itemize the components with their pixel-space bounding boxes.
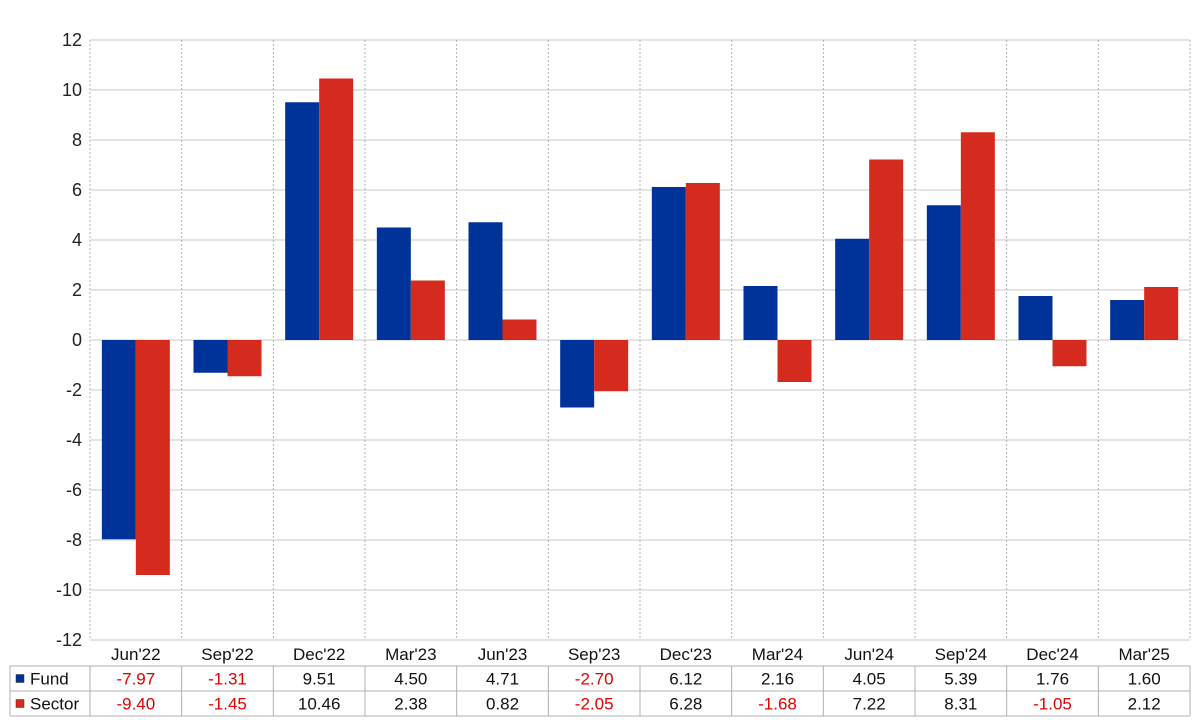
- y-tick-label: 4: [72, 230, 82, 250]
- bar-fund: [560, 340, 595, 408]
- table-cell: -2.70: [575, 670, 614, 689]
- y-tick-label: 8: [72, 130, 82, 150]
- y-tick-label: -10: [56, 580, 82, 600]
- bar-sector: [410, 280, 445, 340]
- x-axis-labels: Jun'22 Sep'22 Dec'22 Mar'23 Jun'23 Sep'23 Dec'…: [111, 645, 1170, 664]
- table-cell: 4.05: [853, 670, 886, 689]
- y-tick-label: 10: [62, 80, 82, 100]
- x-tick-label: Dec'22: [293, 645, 345, 664]
- y-tick-label: -6: [66, 480, 82, 500]
- bar-sector: [869, 159, 904, 340]
- bar-sector: [777, 340, 812, 382]
- table-cell: 10.46: [298, 695, 341, 714]
- bar-fund: [285, 102, 320, 340]
- x-tick-label: Sep'24: [935, 645, 987, 664]
- bar-fund: [468, 222, 503, 340]
- table-cell: 4.50: [394, 670, 427, 689]
- x-tick-label: Mar'23: [385, 645, 436, 664]
- y-tick-label: 12: [62, 30, 82, 50]
- table-cell: 8.31: [944, 695, 977, 714]
- x-tick-label: Mar'24: [752, 645, 803, 664]
- bar-sector: [1144, 287, 1179, 340]
- table-cell: 4.71: [486, 670, 519, 689]
- grid-lines: [89, 39, 1191, 641]
- bar-fund: [651, 187, 686, 340]
- y-tick-label: -2: [66, 380, 82, 400]
- x-tick-label: Jun'24: [844, 645, 894, 664]
- bar-fund: [743, 286, 778, 340]
- table-cell: 1.60: [1128, 670, 1161, 689]
- legend-swatch-fund: [15, 674, 25, 683]
- bar-fund: [1018, 296, 1053, 340]
- bar-sector: [685, 183, 720, 340]
- table-cell: 5.39: [944, 670, 977, 689]
- y-tick-label: -4: [66, 430, 82, 450]
- legend-label-sector: Sector: [30, 695, 79, 714]
- table-cell: 2.12: [1128, 695, 1161, 714]
- legend-swatch-sector: [15, 699, 25, 708]
- table-cell: 2.16: [761, 670, 794, 689]
- bar-sector: [135, 340, 170, 575]
- table-cell: -2.05: [575, 695, 614, 714]
- y-axis: 12 10 8 6 4 2 0 -2 -4 -6 -8 -10 -12: [56, 30, 82, 650]
- table-cell: -1.31: [208, 670, 247, 689]
- x-tick-label: Jun'23: [478, 645, 528, 664]
- bar-sector: [1052, 340, 1087, 367]
- x-tick-label: Sep'23: [568, 645, 620, 664]
- bar-sector: [502, 319, 537, 340]
- bar-fund: [193, 340, 228, 373]
- table-cell: 1.76: [1036, 670, 1069, 689]
- x-tick-label: Mar'25: [1118, 645, 1169, 664]
- x-tick-label: Sep'22: [201, 645, 253, 664]
- y-tick-label: 2: [72, 280, 82, 300]
- table-cell: -9.40: [116, 695, 155, 714]
- bars: [101, 78, 1179, 575]
- table-cell: 2.38: [394, 695, 427, 714]
- data-table: Fund -7.97 -1.31 9.51 4.50 4.71 -2.70 6.12 2.16 4…: [9, 665, 1191, 717]
- x-tick-label: Dec'23: [660, 645, 712, 664]
- x-tick-label: Jun'22: [111, 645, 161, 664]
- table-cell: 0.82: [486, 695, 519, 714]
- bar-sector: [960, 132, 995, 340]
- bar-fund: [101, 340, 136, 540]
- bar-fund: [1110, 300, 1145, 340]
- y-tick-label: 0: [72, 330, 82, 350]
- table-cell: 7.22: [853, 695, 886, 714]
- table-cell: -7.97: [116, 670, 155, 689]
- bar-sector: [594, 340, 629, 392]
- y-tick-label: -12: [56, 630, 82, 650]
- table-cell: 9.51: [303, 670, 336, 689]
- bar-fund: [376, 227, 411, 340]
- bar-fund: [926, 205, 961, 340]
- y-tick-label: 6: [72, 180, 82, 200]
- bar-fund: [835, 238, 870, 340]
- table-cell: 6.12: [669, 670, 702, 689]
- table-cell: -1.45: [208, 695, 247, 714]
- bar-sector: [227, 340, 262, 377]
- bar-sector: [319, 78, 354, 340]
- table-cell: -1.68: [758, 695, 797, 714]
- table-cell: 6.28: [669, 695, 702, 714]
- y-tick-label: -8: [66, 530, 82, 550]
- legend-label-fund: Fund: [30, 670, 69, 689]
- x-tick-label: Dec'24: [1026, 645, 1078, 664]
- table-cell: -1.05: [1033, 695, 1072, 714]
